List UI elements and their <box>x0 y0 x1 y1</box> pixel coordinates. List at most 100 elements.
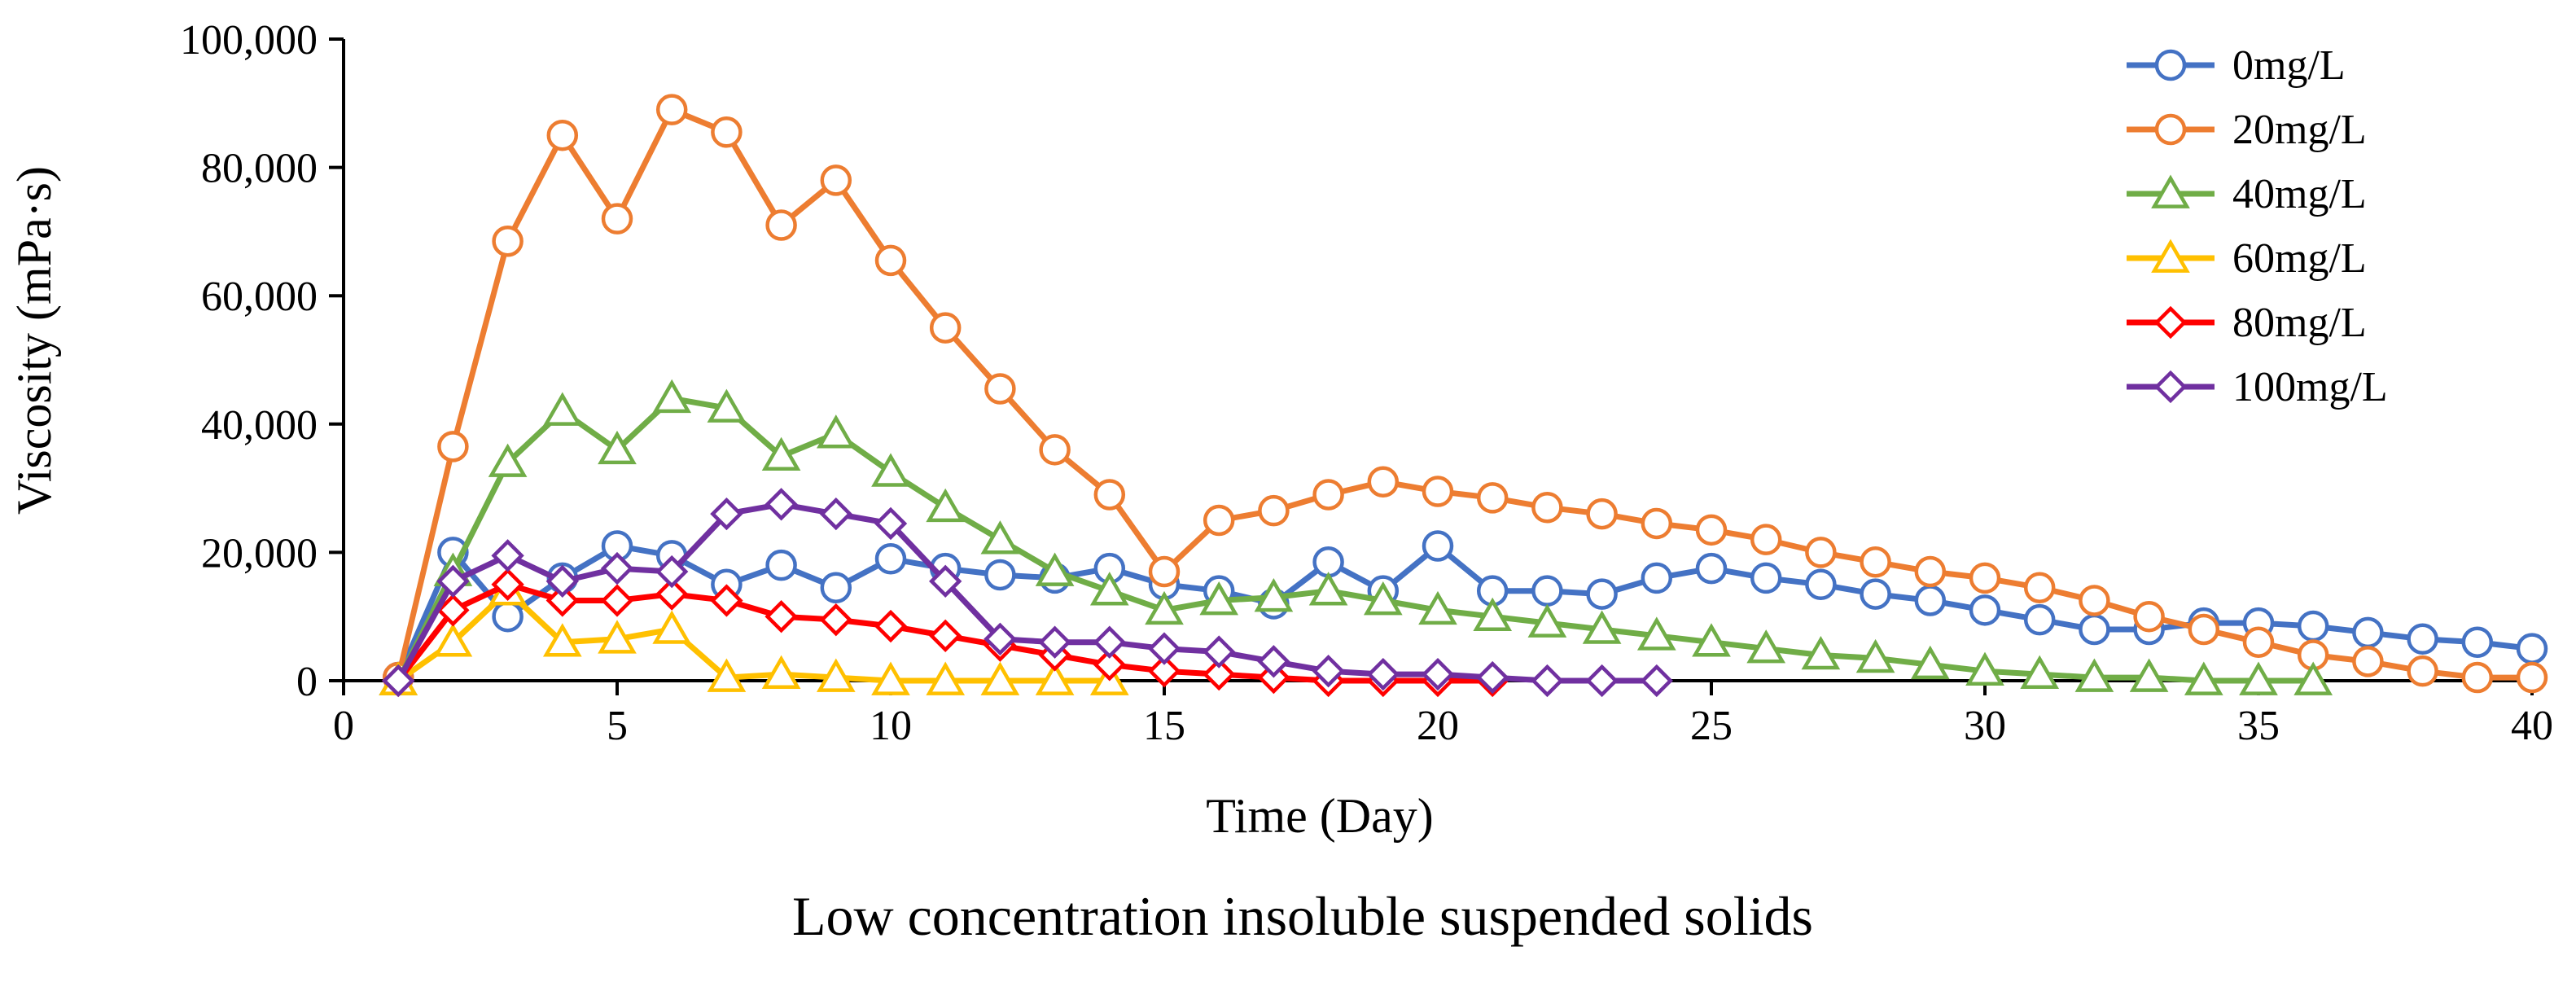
data-point <box>1038 625 1071 659</box>
data-point <box>2129 658 2169 692</box>
data-point <box>601 203 633 235</box>
x-axis-title: Time (Day) <box>1206 789 1433 843</box>
data-point <box>1039 434 1071 466</box>
data-point <box>2407 623 2438 655</box>
x-tick-label: 35 <box>2237 703 2280 749</box>
x-tick-label: 15 <box>1143 703 1185 749</box>
x-tick-label: 10 <box>870 703 912 749</box>
data-point <box>984 622 1017 655</box>
legend: 0mg/L 20mg/L 40mg/L 60mg/L 80mg/L 100mg/L <box>2127 42 2388 410</box>
series-line <box>395 543 2533 679</box>
data-point <box>598 620 637 654</box>
data-point <box>1914 555 1947 588</box>
legend-marker <box>2153 305 2188 340</box>
data-point <box>2133 600 2165 633</box>
data-point <box>1969 594 2001 626</box>
legend-label: 80mg/L <box>2232 300 2367 346</box>
data-point <box>655 577 689 611</box>
data-point <box>929 619 962 653</box>
legend-item: 20mg/L <box>2127 107 2367 153</box>
legend-marker <box>2151 239 2190 273</box>
data-point <box>1695 552 1728 585</box>
data-point <box>2242 626 2275 658</box>
data-point <box>1258 494 1290 527</box>
data-point <box>2023 572 2056 603</box>
data-point <box>1636 616 1676 651</box>
data-point <box>765 549 797 581</box>
data-point <box>1910 645 1950 680</box>
data-point <box>542 392 582 426</box>
data-point <box>652 379 692 414</box>
data-point <box>710 584 743 617</box>
series-100mg-l <box>382 488 1673 698</box>
data-point <box>2293 661 2333 695</box>
data-point <box>2297 610 2329 642</box>
data-point <box>820 572 852 603</box>
data-point <box>980 520 1020 555</box>
y-tick-label: 0 <box>296 659 318 705</box>
data-point <box>436 594 470 627</box>
data-point <box>1363 581 1403 616</box>
x-tick-label: 0 <box>333 703 354 749</box>
data-point <box>1914 585 1947 616</box>
data-point <box>1805 568 1837 601</box>
data-point <box>488 443 528 477</box>
data-point <box>874 543 907 575</box>
data-point <box>1203 635 1236 669</box>
data-point <box>492 600 524 633</box>
data-point <box>1418 590 1457 625</box>
data-point <box>1421 657 1455 691</box>
data-point <box>1203 504 1235 537</box>
data-point <box>1805 537 1837 568</box>
data-point <box>1366 657 1400 691</box>
legend-item: 0mg/L <box>2127 42 2346 89</box>
x-tick-label: 25 <box>1690 703 1733 749</box>
series-layer <box>379 94 2548 698</box>
y-tick-label: 60,000 <box>201 274 318 320</box>
data-point <box>1367 466 1400 498</box>
x-tick-label: 20 <box>1417 703 1459 749</box>
data-point <box>598 430 637 465</box>
data-point <box>1585 664 1619 698</box>
data-point <box>926 661 966 695</box>
legend-marker <box>2154 49 2187 81</box>
x-tick-label: 40 <box>2511 703 2553 749</box>
data-point <box>764 600 798 633</box>
legend-label: 20mg/L <box>2232 107 2367 153</box>
data-point <box>1641 507 1673 540</box>
data-point <box>1312 546 1344 578</box>
y-tick-label: 40,000 <box>201 402 318 449</box>
data-point <box>980 661 1020 695</box>
data-point <box>2020 655 2060 689</box>
data-point <box>984 373 1016 405</box>
data-point <box>707 388 747 423</box>
data-point <box>874 244 907 277</box>
data-point <box>542 623 582 657</box>
data-point <box>1308 572 1348 606</box>
data-point <box>1586 578 1618 610</box>
data-point <box>1640 664 1673 698</box>
data-point <box>929 312 962 344</box>
data-point <box>655 94 688 125</box>
data-point <box>1965 651 2004 686</box>
data-point <box>820 164 852 196</box>
data-point <box>1582 610 1622 644</box>
data-point <box>2352 616 2384 649</box>
data-point <box>816 414 856 449</box>
data-point <box>984 559 1016 591</box>
data-point <box>2352 646 2384 677</box>
data-point <box>491 568 524 601</box>
data-point <box>1969 562 2001 594</box>
y-axis-title: Viscosity (mPa·s) <box>7 166 61 515</box>
data-point <box>1860 546 1891 578</box>
series-line <box>396 501 1657 684</box>
data-point <box>2184 661 2223 695</box>
data-point <box>382 664 415 698</box>
data-point <box>2079 585 2110 616</box>
data-point <box>2461 626 2494 658</box>
data-point <box>707 658 747 692</box>
data-point <box>764 488 798 521</box>
data-point <box>819 603 852 637</box>
data-point <box>1093 648 1126 682</box>
data-point <box>1145 590 1184 625</box>
